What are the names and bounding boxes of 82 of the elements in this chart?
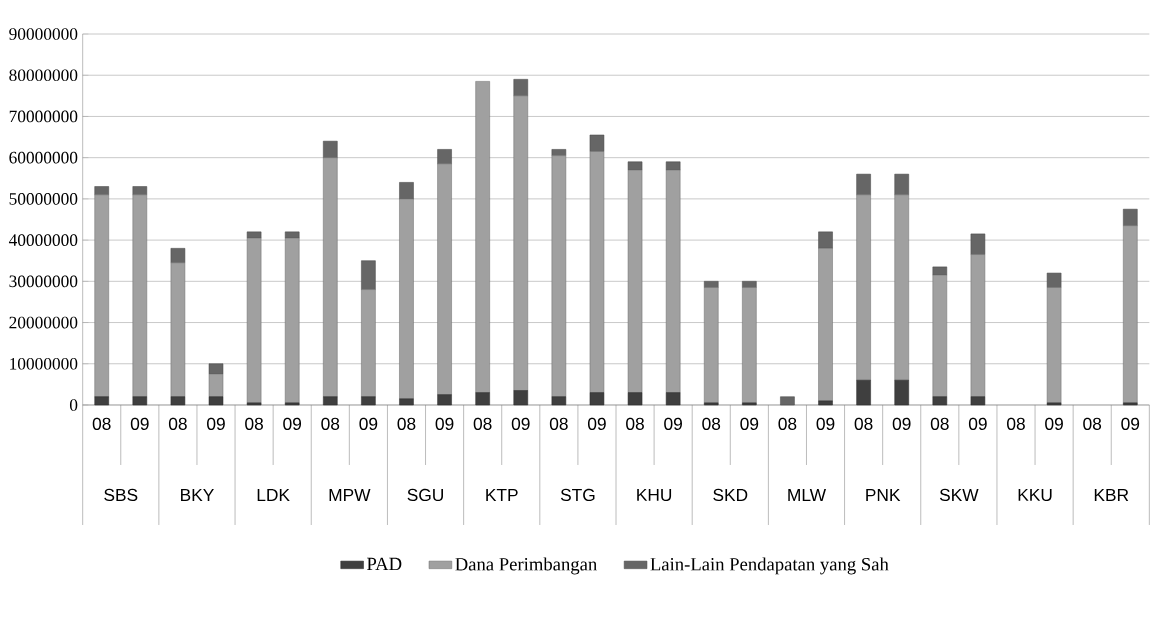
x-tick-label: 09 — [511, 417, 530, 430]
y-tick-label: 0 — [69, 399, 78, 411]
text: KKU — [1018, 488, 1052, 502]
y-tick-label: 40000000 — [8, 234, 78, 246]
x-tick-label: 09 — [740, 417, 759, 430]
bar — [437, 394, 452, 406]
x-tick-label: 09 — [816, 417, 835, 430]
text: PNK — [866, 489, 901, 501]
bar — [627, 392, 643, 406]
text: STG — [560, 488, 595, 502]
y-tick-label: 10000000 — [10, 357, 78, 370]
text: KHU — [637, 488, 672, 502]
legend-label: Lain-Lain Pendapatan yang Sah — [650, 557, 889, 575]
y-tick-label: 30000000 — [9, 275, 78, 288]
bar — [94, 396, 109, 406]
x-tick-label: 09 — [1045, 417, 1063, 430]
text: LDK — [257, 489, 290, 501]
x-tick-label: 08 — [778, 417, 797, 430]
bar — [475, 81, 490, 393]
bar — [1046, 402, 1062, 406]
bar — [399, 398, 414, 406]
text: KBR — [1094, 489, 1129, 501]
legend-label: PAD — [367, 557, 402, 571]
bar — [703, 402, 719, 406]
bar — [665, 392, 681, 406]
bar — [361, 396, 376, 406]
text: SBS — [104, 488, 138, 502]
text: MLW — [788, 489, 827, 501]
x-tick-label: 08 — [1083, 417, 1102, 430]
y-tick-label: 70000000 — [9, 110, 78, 123]
x-tick-label: 08 — [92, 417, 111, 430]
x-tick-label: 09 — [359, 417, 378, 430]
x-tick-label: 08 — [930, 417, 949, 430]
bar — [323, 396, 338, 406]
text: SGU — [407, 488, 443, 502]
bar — [932, 396, 948, 406]
x-tick-label: 09 — [664, 417, 682, 430]
x-tick-label: 09 — [435, 417, 454, 430]
bar — [284, 402, 300, 406]
bar — [818, 400, 833, 406]
y-tick-label: 80000000 — [9, 69, 78, 82]
y-tick-label: 60000000 — [9, 151, 78, 164]
x-tick-label: 09 — [968, 417, 987, 430]
x-tick-label: 09 — [1121, 417, 1140, 430]
bar — [742, 402, 757, 406]
x-tick-label: 09 — [207, 417, 225, 430]
bar — [1123, 402, 1138, 406]
bar — [513, 390, 529, 406]
x-tick-label: 09 — [892, 417, 911, 430]
bar — [208, 396, 224, 406]
text: MPW — [329, 489, 371, 501]
y-tick-label: 50000000 — [9, 193, 78, 205]
x-tick-label: 08 — [321, 417, 340, 430]
x-tick-label: 08 — [397, 417, 416, 430]
bar — [589, 392, 605, 406]
x-tick-label: 09 — [130, 417, 149, 430]
y-tick-label: 90000000 — [9, 28, 78, 40]
x-tick-label: 08 — [626, 417, 644, 430]
x-tick-label: 08 — [854, 417, 873, 430]
text: KTP — [486, 489, 518, 501]
bar — [970, 396, 986, 406]
bar — [475, 392, 490, 406]
x-tick-label: 08 — [473, 417, 492, 430]
x-tick-label: 08 — [245, 417, 263, 430]
bar — [246, 402, 262, 406]
bar — [170, 396, 186, 406]
x-tick-label: 09 — [587, 417, 606, 430]
bar — [856, 379, 871, 406]
bar — [780, 396, 795, 406]
bar — [894, 379, 909, 406]
text: BKY — [181, 489, 214, 501]
x-tick-label: 08 — [168, 417, 187, 430]
x-tick-label: 08 — [549, 417, 568, 430]
bar — [551, 396, 567, 406]
text: SKW — [939, 488, 979, 502]
legend-label: Dana Perimbangan — [455, 557, 597, 575]
x-tick-label: 08 — [1007, 417, 1025, 430]
text: SKD — [713, 488, 748, 502]
y-tick-label: 20000000 — [9, 316, 78, 329]
bar — [132, 396, 148, 406]
x-tick-label: 08 — [702, 417, 721, 430]
x-tick-label: 09 — [283, 417, 302, 430]
